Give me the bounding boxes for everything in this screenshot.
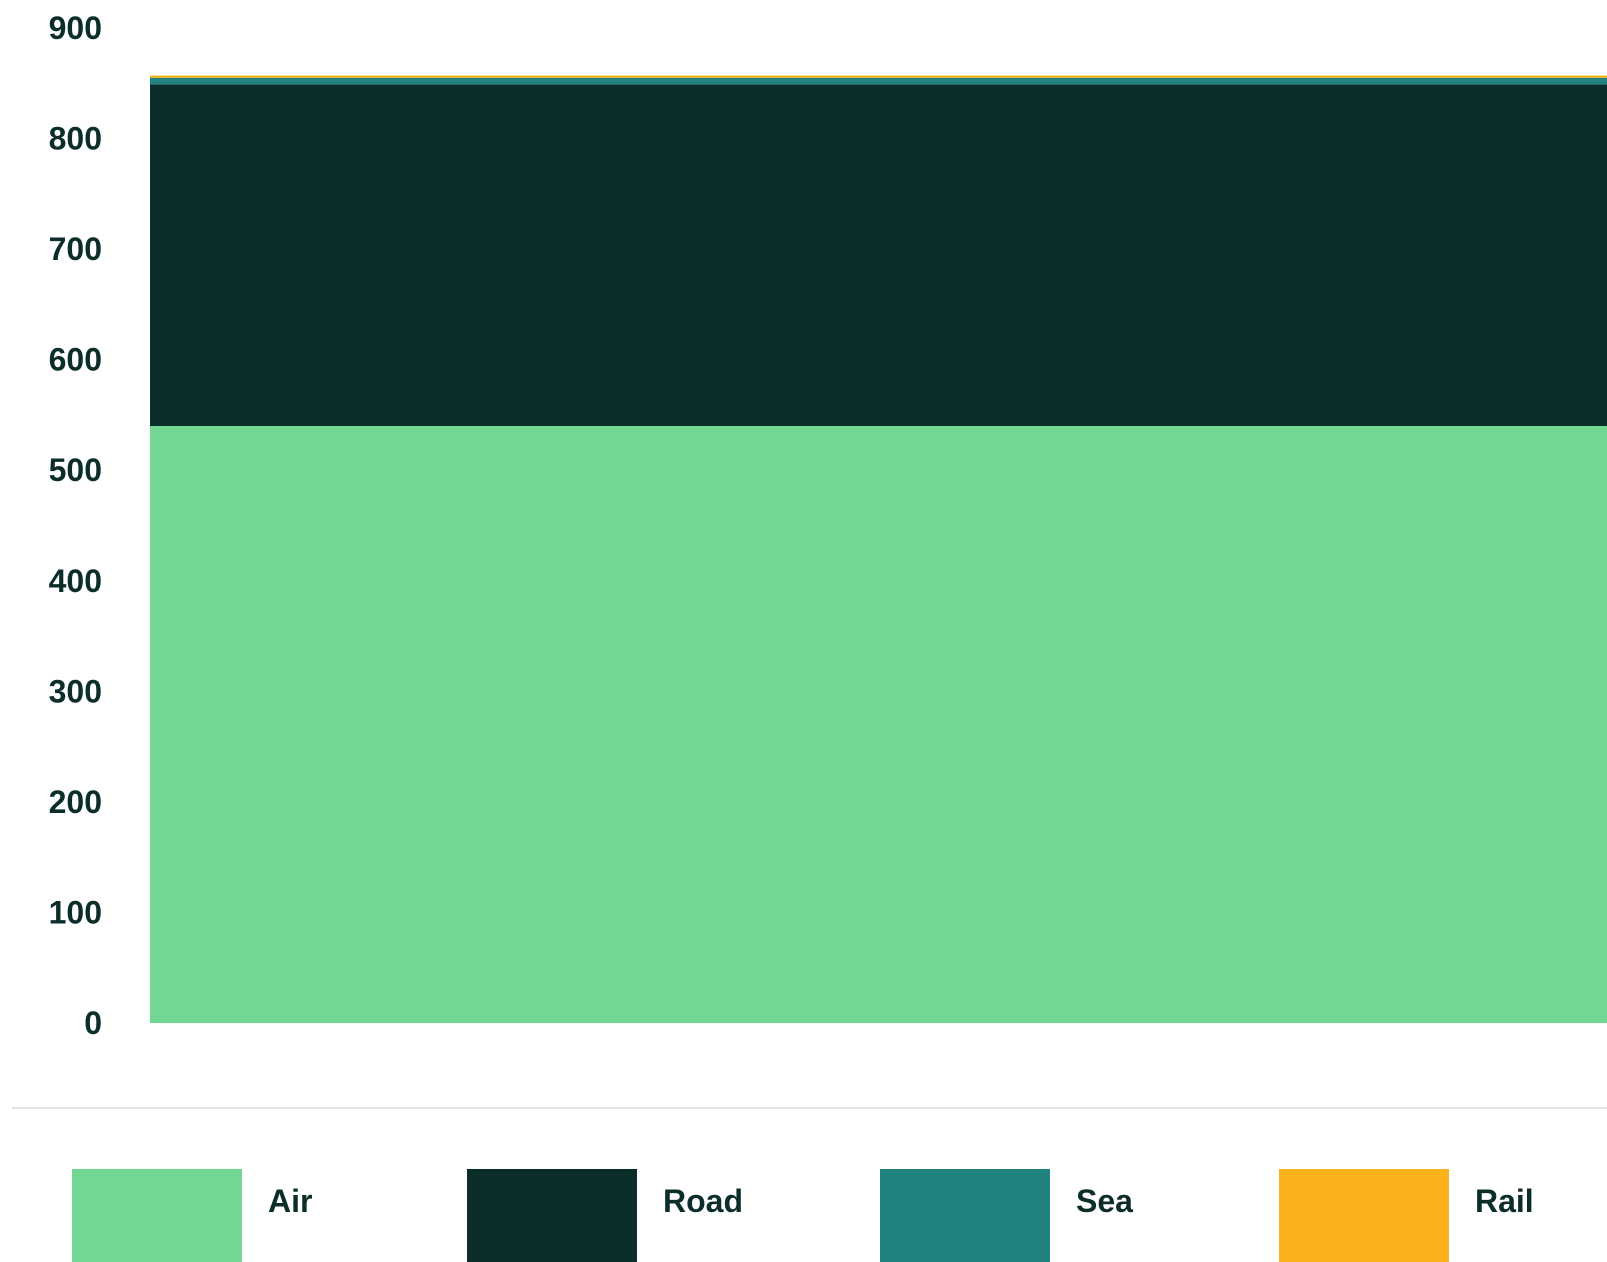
legend-label: Air [268,1183,313,1219]
y-tick-label: 100 [49,894,102,930]
y-tick-label: 700 [49,231,102,267]
y-axis: 0 100 200 300 400 500 600 700 800 900 [49,10,102,1041]
y-tick-label: 800 [49,121,102,157]
y-tick-label: 600 [49,342,102,378]
y-tick-label: 900 [49,10,102,46]
stacked-bar-chart: 0 100 200 300 400 500 600 700 800 900 [49,10,1607,1041]
bar-segment-sea [150,77,1607,85]
bar-segment-road [150,84,1607,426]
legend-label: Rail [1475,1183,1534,1219]
y-tick-label: 400 [49,563,102,599]
legend-swatch [467,1169,637,1262]
legend-label: Road [663,1183,743,1219]
legend-label: Sea [1076,1183,1133,1219]
bar-stack [150,75,1607,1023]
y-tick-label: 200 [49,784,102,820]
bar-segment-air [150,426,1607,1023]
bar-segment-rail [150,75,1607,78]
legend-divider [12,1107,1607,1109]
legend-swatch [72,1169,242,1262]
legend-swatch [1279,1169,1449,1262]
legend: Air Road Sea Rail [0,1169,1607,1262]
y-tick-label: 300 [49,673,102,709]
y-tick-label: 0 [84,1005,102,1041]
legend-swatch [880,1169,1050,1262]
y-tick-label: 500 [49,452,102,488]
